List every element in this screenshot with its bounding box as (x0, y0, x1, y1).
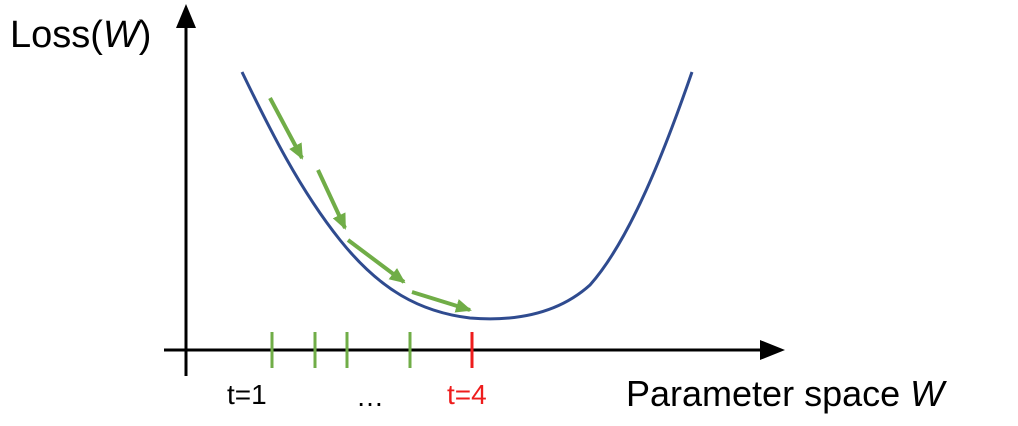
y-axis-label-suffix: ) (138, 14, 152, 56)
tick-label-ellipsis: … (356, 381, 384, 412)
step-arrow-4 (411, 290, 472, 313)
x-axis-arrowhead (760, 340, 785, 360)
step-arrow-2 (316, 169, 347, 230)
loss-curve (240, 71, 694, 321)
y-axis-label: Loss(W) (10, 16, 151, 54)
x-axis-label-var: W (910, 373, 945, 414)
step-arrow-3 (346, 238, 406, 284)
x-axis-label-text: Parameter space (626, 373, 911, 414)
tick-label-first: t=1 (227, 379, 267, 410)
tick-label-final: t=4 (447, 379, 487, 410)
y-axis-label-prefix: Loss( (10, 14, 103, 56)
step-arrow-1 (268, 97, 304, 160)
x-axis-label: Parameter space W (626, 376, 944, 412)
y-axis-label-var: W (102, 14, 139, 56)
y-axis-arrowhead (176, 4, 196, 28)
